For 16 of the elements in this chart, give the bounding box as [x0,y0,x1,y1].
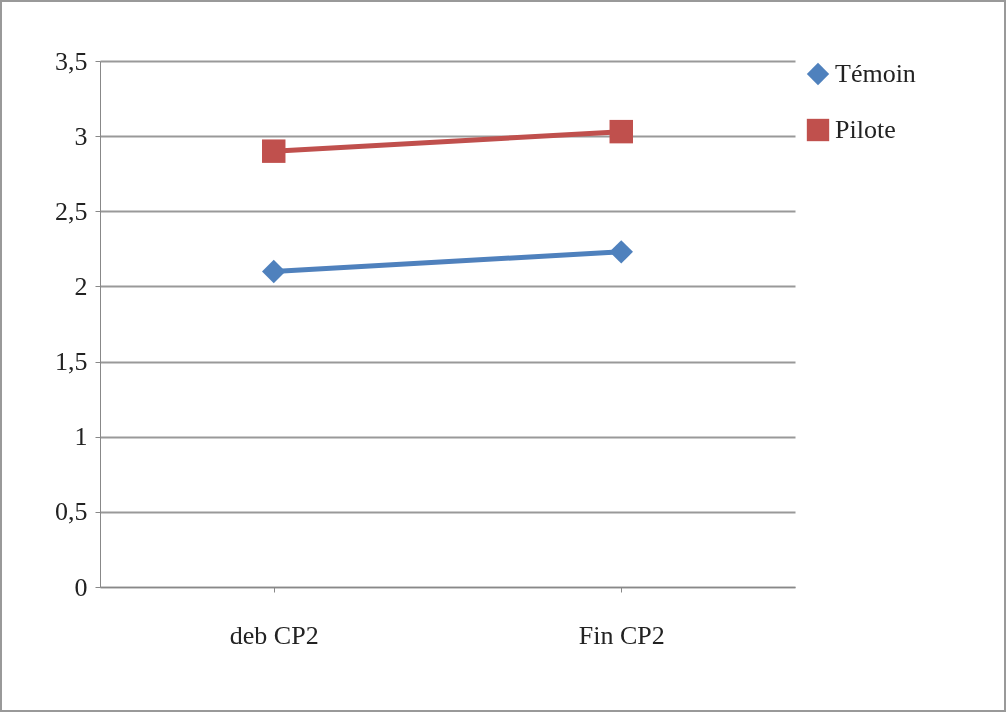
y-tick-label: 2,5 [55,196,88,226]
point [262,259,286,284]
y-tick-label: 1,5 [55,347,88,377]
y-tick-label: 0,5 [55,497,88,527]
y-tick-label: 2 [74,271,88,301]
y-tick-label: 0 [74,572,88,602]
legend-label: Pilote [835,115,896,144]
y-tick-label: 1 [74,422,88,452]
point [609,240,633,264]
point [262,139,286,163]
legend-label: Témoin [835,59,916,88]
x-tick-label: deb CP2 [229,620,319,650]
point [609,119,633,144]
y-tick-label: 3,5 [55,46,88,76]
y-tick-label: 3 [74,121,88,151]
x-tick-label: Fin CP2 [578,620,665,650]
